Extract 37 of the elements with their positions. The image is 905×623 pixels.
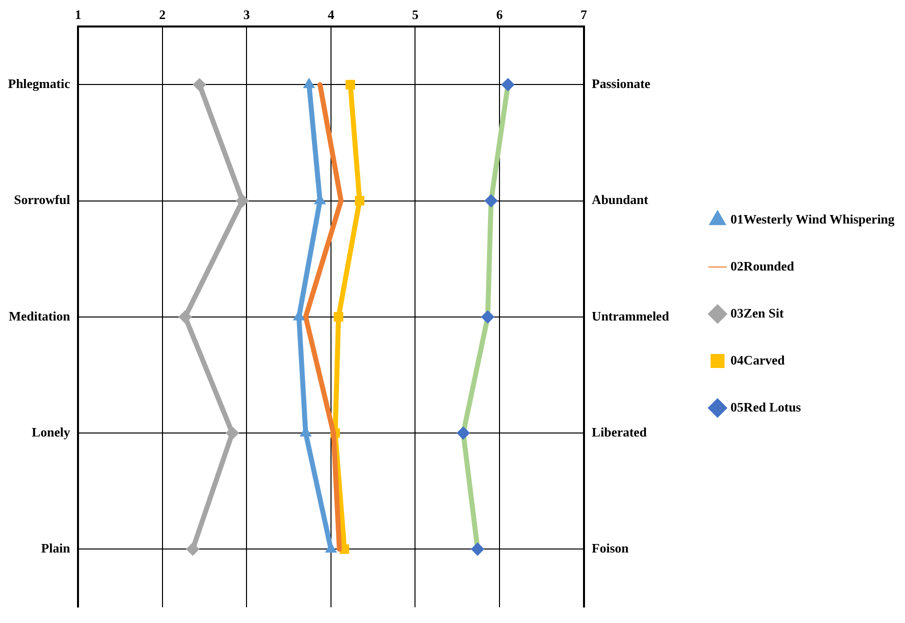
y-tick-label: Sorrowful <box>14 192 70 208</box>
legend-label: 01Westerly Wind Whispering <box>730 211 896 226</box>
point <box>303 78 315 88</box>
point <box>484 194 498 208</box>
x-tick-label: 6 <box>496 7 504 22</box>
x-tick-label: 5 <box>412 7 419 22</box>
x-tick-label: 7 <box>580 7 588 22</box>
y2-tick-label: Foison <box>592 540 630 556</box>
point <box>501 78 514 92</box>
legend-label: 03Zen Sit <box>730 305 784 320</box>
x-tick-label: 4 <box>328 7 335 22</box>
x-tick-label: 2 <box>159 7 166 22</box>
point <box>346 80 356 90</box>
y-tick-label: Lonely <box>32 424 71 440</box>
legend-label: 05Red Lotus <box>730 399 801 414</box>
point <box>226 426 239 440</box>
y2-tick-label: Abundant <box>592 192 649 208</box>
x-tick-label: 1 <box>74 7 82 22</box>
y2-tick-label: Passionate <box>592 76 651 92</box>
legend-label: 04Carved <box>730 352 786 368</box>
point <box>236 194 249 208</box>
y-tick-label: Meditation <box>8 308 71 324</box>
x-tick-label: 3 <box>243 7 250 22</box>
point <box>471 542 484 556</box>
y2-tick-label: Untrammeled <box>592 308 670 324</box>
point <box>325 542 337 553</box>
legend-label: 02Rounded <box>730 258 795 274</box>
y-tick-label: Phlegmatic <box>8 76 70 92</box>
point <box>192 78 206 92</box>
point <box>334 312 344 322</box>
point <box>186 542 200 556</box>
point <box>481 310 494 324</box>
point <box>178 310 192 324</box>
point <box>456 426 470 440</box>
y2-tick-label: Liberated <box>592 424 648 440</box>
point <box>354 196 364 206</box>
y-tick-label: Plain <box>41 540 71 556</box>
